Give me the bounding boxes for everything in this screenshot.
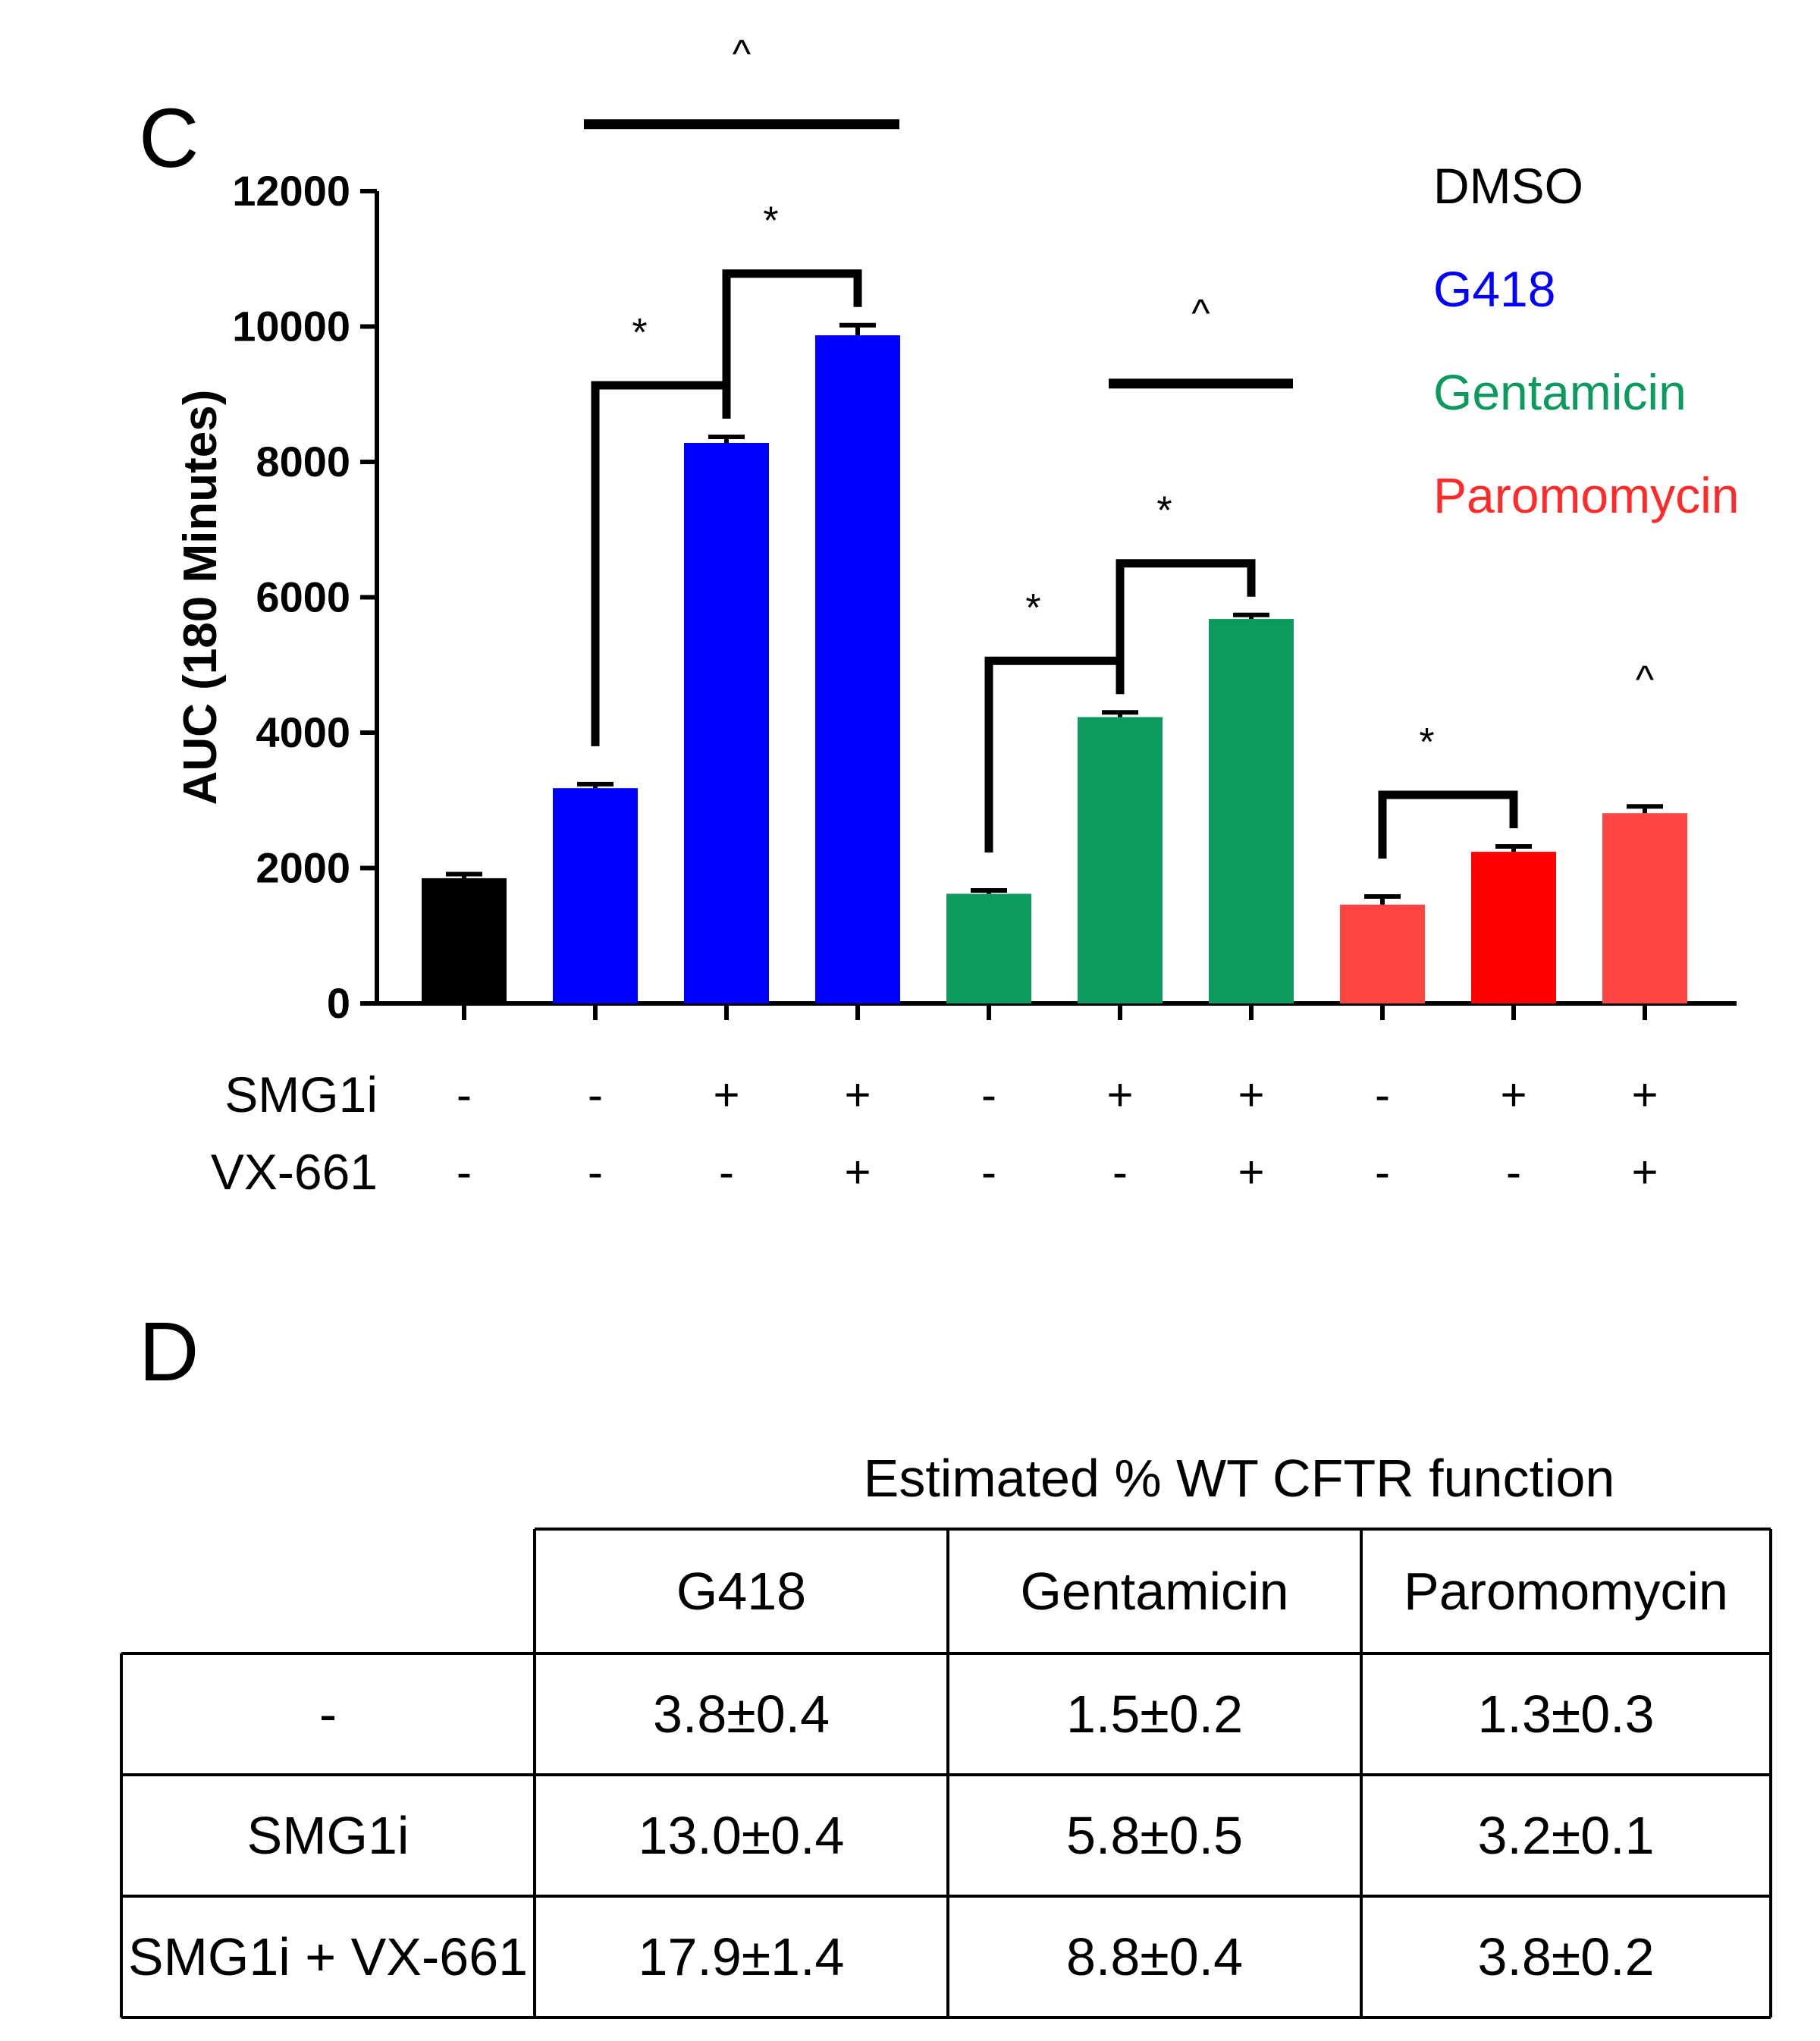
bar (1340, 904, 1425, 1003)
condition-value: + (1106, 1069, 1133, 1120)
condition-value: - (1112, 1147, 1128, 1198)
table-cell: 5.8±0.5 (1066, 1806, 1243, 1865)
condition-value: + (1631, 1069, 1658, 1120)
cftr-function-table: G418 Gentamicin Paromomycin - 3.8±0.4 1.5±0.2… (120, 1528, 1772, 2019)
condition-value: - (981, 1147, 996, 1198)
bar (946, 893, 1031, 1003)
significance-symbol: ^ (1191, 292, 1210, 336)
condition-value: - (981, 1069, 996, 1120)
condition-value: - (588, 1069, 603, 1120)
significance-symbol: * (632, 311, 647, 355)
y-tick-label: 2000 (256, 844, 350, 892)
table-cell: 13.0±0.4 (639, 1806, 845, 1865)
table-cell: 1.3±0.3 (1477, 1685, 1654, 1744)
table-column-header: G418 (676, 1562, 806, 1621)
legend-entry: Paromomycin (1433, 467, 1739, 523)
condition-value: + (844, 1147, 871, 1198)
bar (1209, 619, 1294, 1003)
condition-row-label: SMG1i (224, 1066, 378, 1123)
y-tick-label: 12000 (232, 167, 350, 215)
y-tick-label: 8000 (256, 438, 350, 485)
significance-symbol: ^ (733, 33, 752, 77)
significance-bracket (591, 381, 731, 746)
condition-value: + (844, 1069, 871, 1120)
significance-bracket (1116, 559, 1256, 675)
table-cell: 3.2±0.1 (1477, 1806, 1654, 1865)
bar (553, 788, 638, 1003)
table-row-label: SMG1i (247, 1806, 410, 1865)
chart-legend: DMSO G418 Gentamicin Paromomycin (1433, 158, 1739, 523)
significance-bracket (984, 656, 1125, 853)
bar (1078, 717, 1163, 1003)
legend-entry: G418 (1433, 261, 1555, 317)
table-cell: 3.8±0.2 (1477, 1927, 1654, 1986)
condition-value: - (457, 1147, 472, 1198)
significance-bracket (1378, 790, 1518, 859)
significance-bracket (722, 269, 862, 399)
table-row-label: - (319, 1685, 337, 1744)
table-row-label: SMG1i + VX-661 (128, 1927, 528, 1986)
bar (1471, 852, 1556, 1003)
y-axis-label: AUC (180 Minutes) (174, 390, 227, 805)
table-cell: 3.8±0.4 (653, 1685, 830, 1744)
legend-entry: DMSO (1433, 158, 1583, 214)
condition-value: + (713, 1069, 739, 1120)
bar (815, 335, 900, 1003)
y-tick-label: 10000 (232, 303, 350, 350)
bar (684, 443, 769, 1003)
y-tick-label: 6000 (256, 573, 350, 621)
table-column-header: Paromomycin (1404, 1562, 1728, 1621)
chart-axes: 0 2000 4000 6000 8000 10000 12000 AUC (180 Minu… (174, 167, 1737, 1027)
y-tick-label: 4000 (256, 708, 350, 756)
condition-value: + (1238, 1069, 1264, 1120)
condition-value: + (1500, 1069, 1527, 1120)
legend-entry: Gentamicin (1433, 364, 1687, 420)
panel-c-letter: C (139, 92, 199, 185)
significance-annotations: * * ^ * * ^ * ^ (584, 33, 1655, 859)
table-cell: 8.8±0.4 (1066, 1927, 1243, 1986)
table-column-header: Gentamicin (1020, 1562, 1288, 1621)
table-cell: 1.5±0.2 (1066, 1685, 1243, 1744)
table-caption: Estimated % WT CFTR function (864, 1449, 1615, 1508)
condition-value: + (1238, 1147, 1264, 1198)
condition-value: - (1506, 1147, 1521, 1198)
significance-symbol: ^ (1636, 658, 1655, 702)
condition-value: - (1375, 1147, 1390, 1198)
significance-symbol: * (1419, 721, 1434, 765)
significance-symbol: * (1156, 489, 1172, 533)
significance-symbol: * (1025, 586, 1040, 630)
panel-d-letter: D (139, 1305, 199, 1399)
bar (1602, 813, 1687, 1003)
condition-table: SMG1i VX-661 - - - - + - + + - - + - + + - - + - + + (211, 1066, 1658, 1200)
condition-value: - (588, 1147, 603, 1198)
condition-value: - (457, 1069, 472, 1120)
y-tick-label: 0 (327, 979, 350, 1027)
condition-row-label: VX-661 (211, 1144, 378, 1200)
condition-value: - (719, 1147, 734, 1198)
chart-bars (422, 322, 1687, 1003)
condition-value: - (1375, 1069, 1390, 1120)
table-cell: 17.9±1.4 (639, 1927, 845, 1986)
significance-symbol: * (763, 199, 778, 243)
condition-value: + (1631, 1147, 1658, 1198)
bar (422, 878, 507, 1003)
